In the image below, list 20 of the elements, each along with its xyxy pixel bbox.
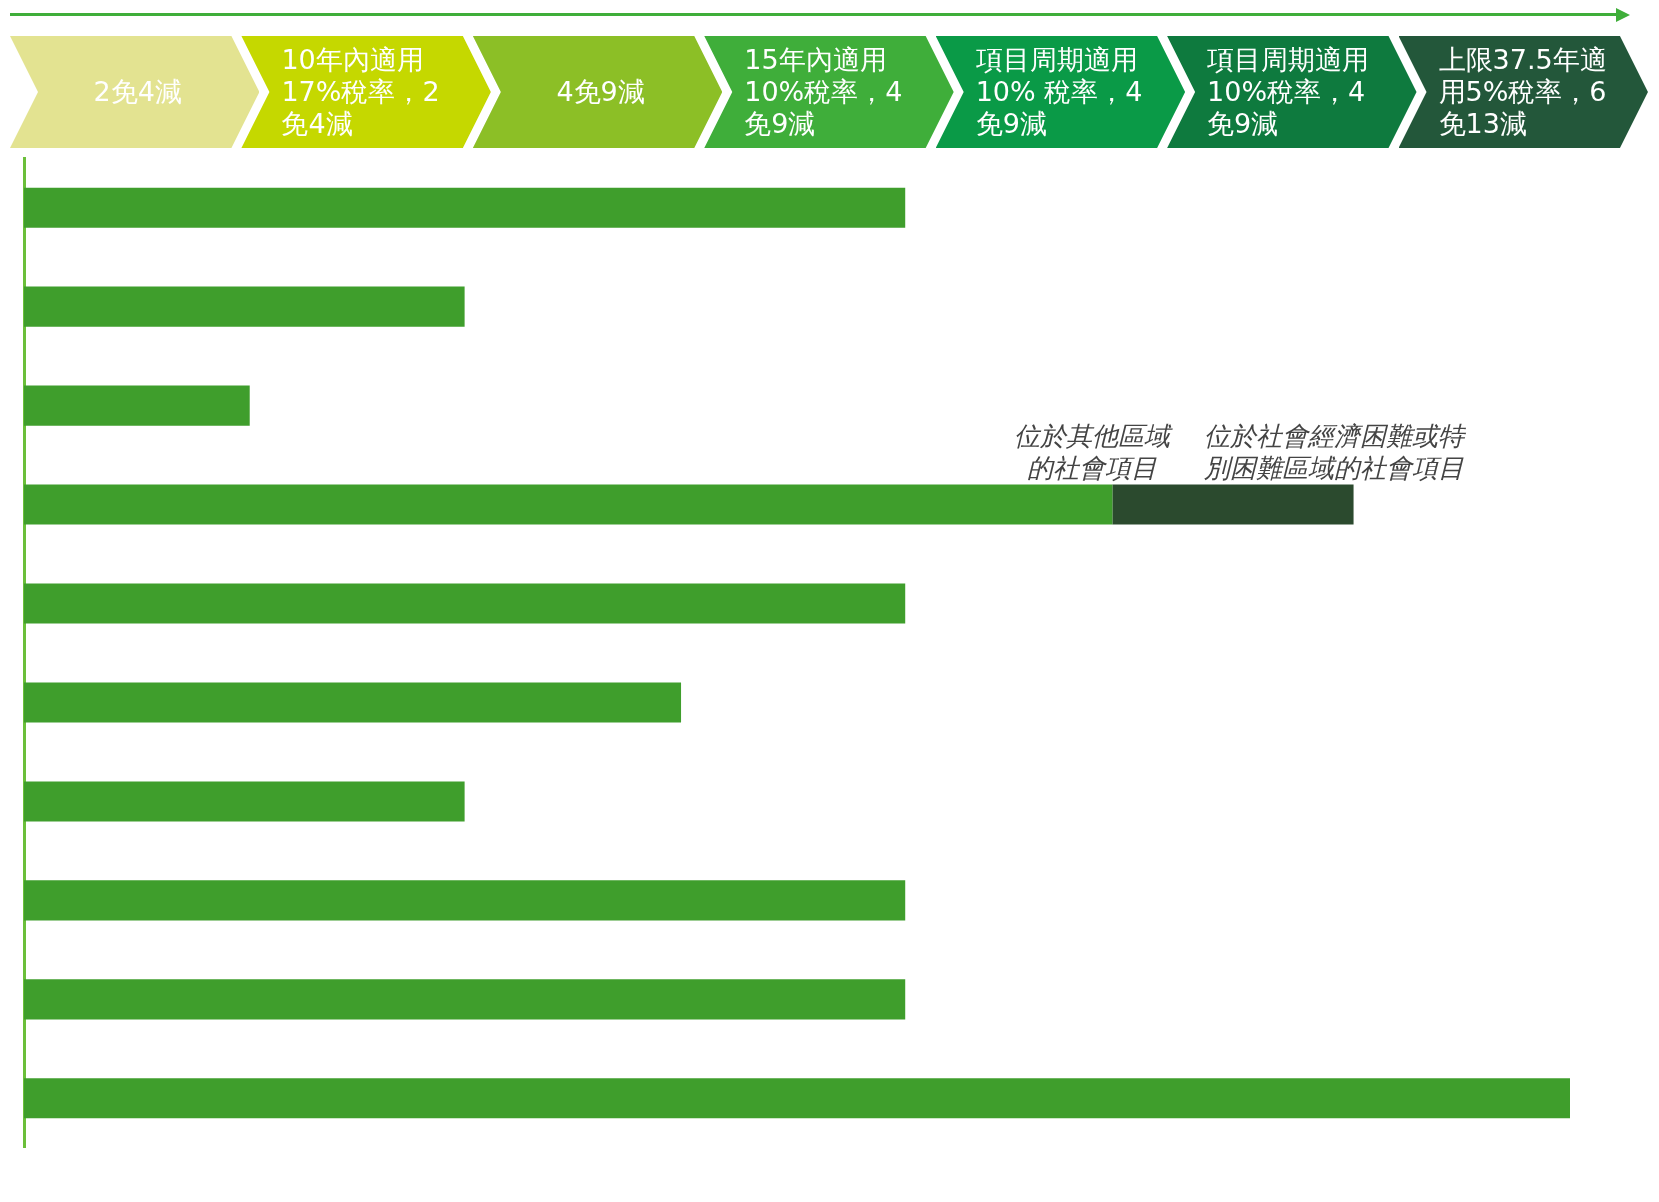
text: 15年內適用10%稅率，4免9減 [704,36,954,148]
bar [24,187,906,228]
bar [24,979,906,1020]
bar [24,682,682,723]
bar [24,781,465,822]
bar [24,880,906,921]
text: 項目周期適用10%稅率，4 免9減 [1167,36,1417,148]
annotation: 位於其他區域的社會項目 [1014,420,1174,483]
text: 10年內適用17%稅率，2免4減 [241,36,491,148]
text: 項目周期適用10% 稅率，4免9減 [935,36,1186,148]
bar [1112,484,1354,525]
text: 上限37.5年適用5%稅率，6免13減 [1398,36,1648,148]
bar [24,385,250,426]
bar [24,583,906,624]
bar [24,286,465,327]
text: 2免4減 [10,36,260,148]
text: 4免9減 [472,36,723,148]
bar [24,1078,1570,1119]
bar [24,484,1113,525]
annotation: 位於社會經濟困難或特別困難區域的社會項目 [1203,420,1467,483]
